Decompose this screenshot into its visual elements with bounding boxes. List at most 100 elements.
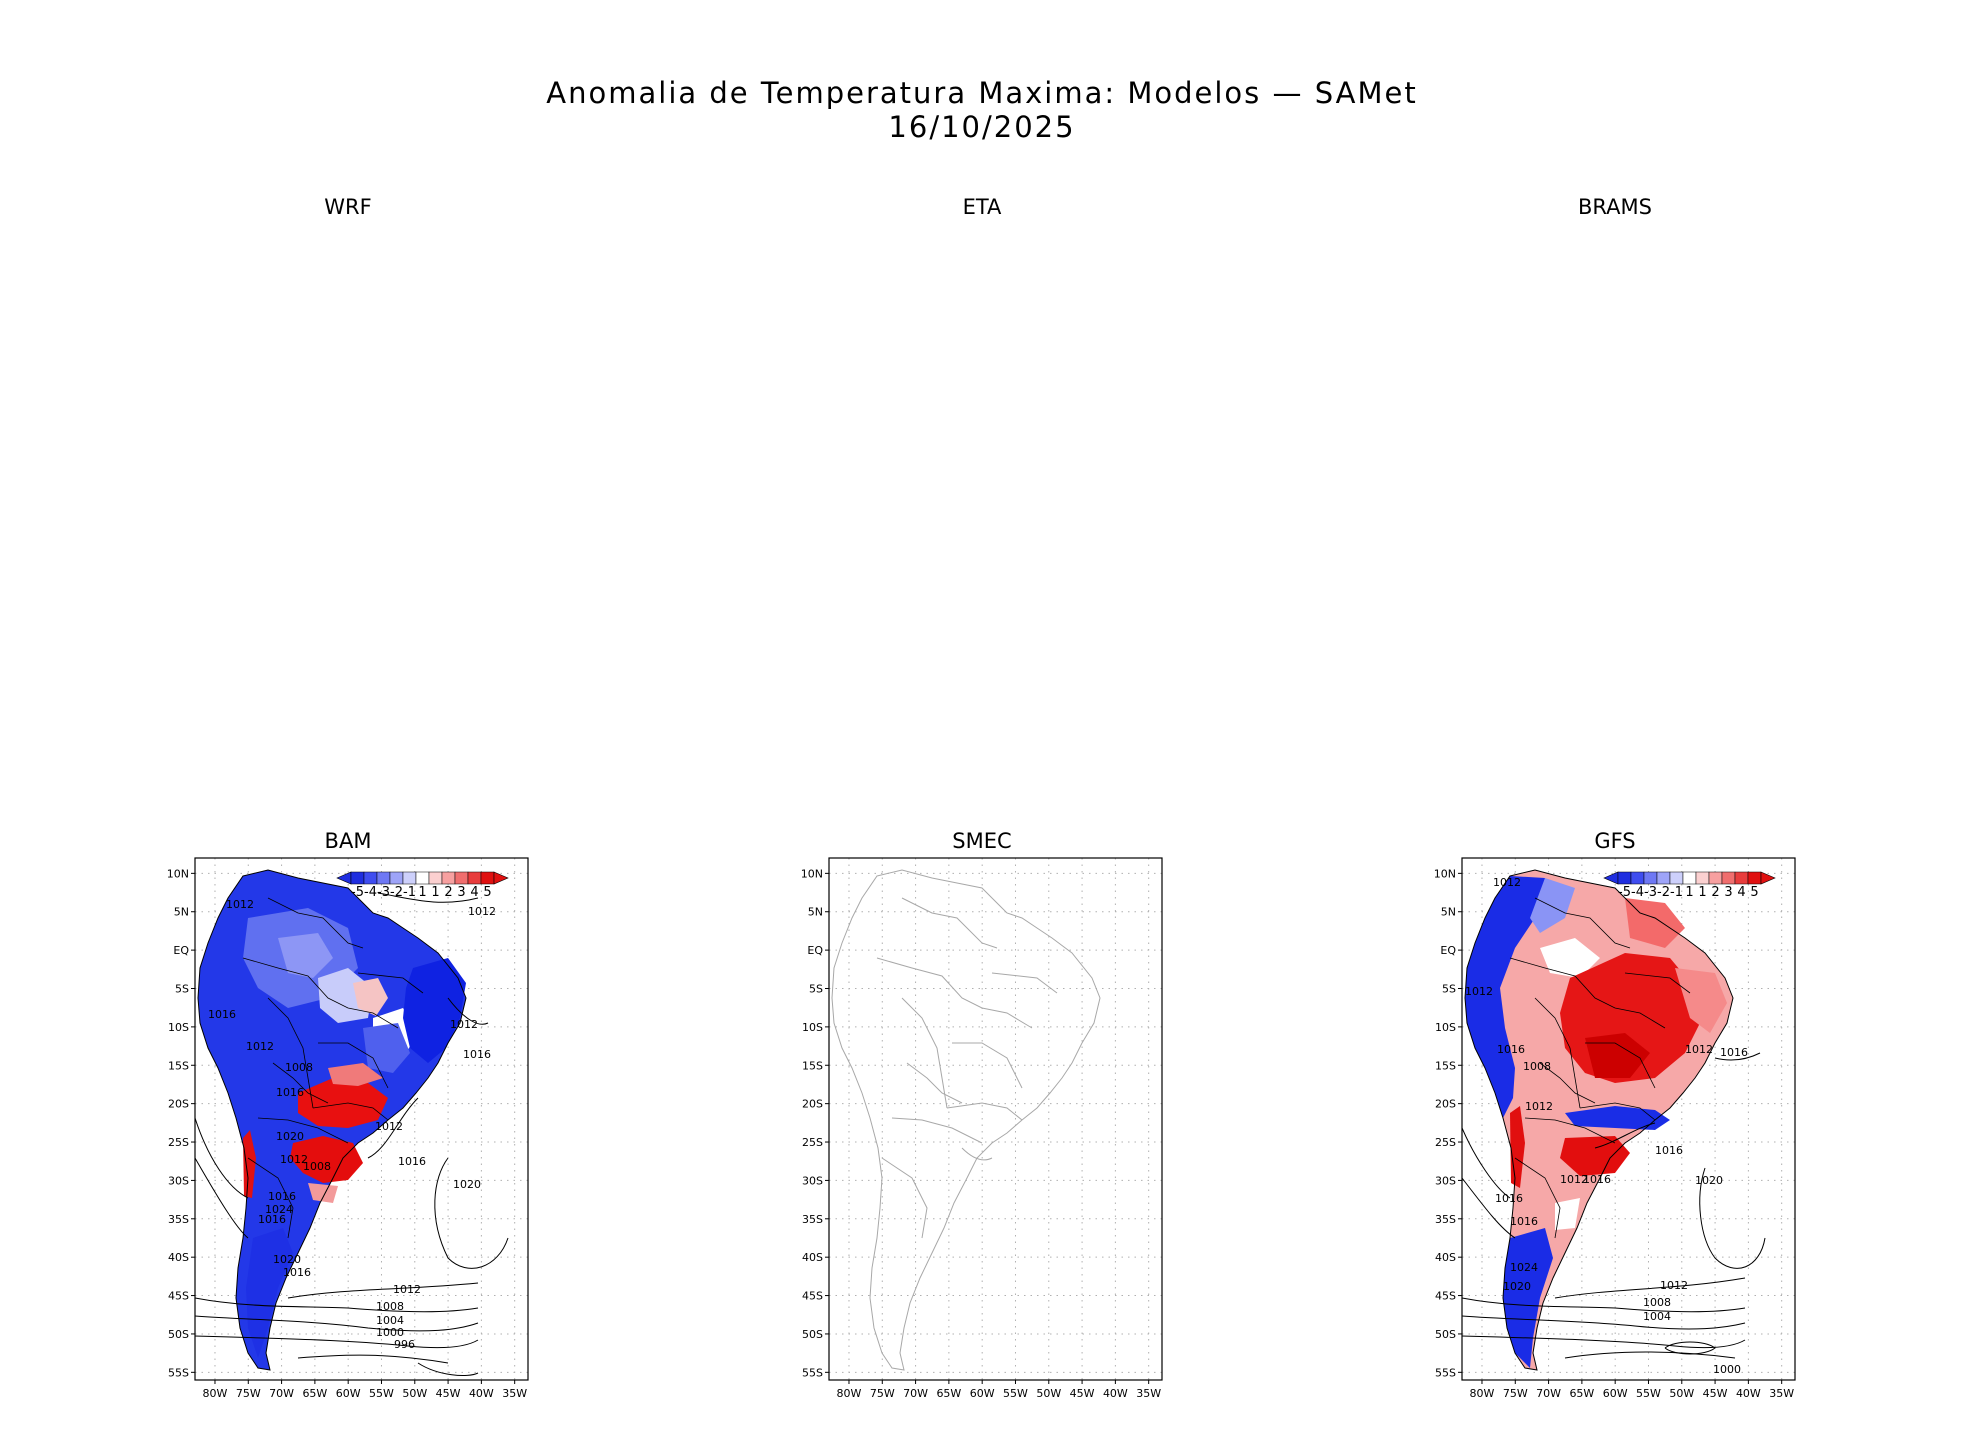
bam-map-panel: 1012 1012 1016 1012 1016 1012 1008 1016 … bbox=[148, 857, 529, 1403]
lat-tick-label: 20S bbox=[168, 1098, 189, 1111]
gfs-isobar-label: 1012 bbox=[1560, 1173, 1588, 1186]
lon-tick-label: 45W bbox=[436, 1387, 461, 1400]
gfs-isobar-label: 1012 bbox=[1465, 985, 1493, 998]
lat-tick-label: 10N bbox=[167, 867, 189, 880]
lat-tick-label: 40S bbox=[168, 1251, 189, 1264]
colorbar-swatch bbox=[1669, 871, 1684, 885]
smec-label: SMEC bbox=[952, 829, 1012, 853]
lon-tick-label: 50W bbox=[1669, 1387, 1694, 1400]
lat-tick-label: EQ bbox=[1440, 944, 1456, 957]
colorbar-label: 5 bbox=[1750, 885, 1758, 900]
lat-tick-label: 45S bbox=[802, 1290, 823, 1303]
lat-tick-label: 20S bbox=[802, 1098, 823, 1111]
bam-isobar-label: 1012 bbox=[246, 1040, 274, 1053]
colorbar-swatch bbox=[1695, 871, 1710, 885]
colorbar-swatch bbox=[1682, 871, 1697, 885]
eta-label: ETA bbox=[962, 195, 1002, 219]
lat-tick-label: 5S bbox=[175, 983, 189, 996]
colorbar-swatch bbox=[402, 871, 417, 885]
lat-tick-label: 25S bbox=[1435, 1136, 1456, 1149]
lon-tick-label: 60W bbox=[970, 1387, 995, 1400]
bam-isobar-label: 1016 bbox=[258, 1213, 286, 1226]
lat-tick-label: EQ bbox=[173, 944, 189, 957]
colorbar-label: -2 bbox=[1657, 885, 1670, 900]
colorbar-label: -5 bbox=[1618, 885, 1631, 900]
wrf-label: WRF bbox=[324, 195, 372, 219]
lon-tick-label: 65W bbox=[302, 1387, 327, 1400]
lat-tick-label: 20S bbox=[1435, 1098, 1456, 1111]
lon-tick-label: 40W bbox=[1736, 1387, 1761, 1400]
colorbar-label: 3 bbox=[457, 885, 465, 900]
gfs-lat-axis: 10N 5N EQ 5S 10S 15S 20S 25S 30S 35S 40S 45S 50S 55S bbox=[1434, 867, 1462, 1379]
lat-tick-label: 35S bbox=[1435, 1213, 1456, 1226]
lon-tick-label: 50W bbox=[402, 1387, 427, 1400]
lon-tick-label: 40W bbox=[1103, 1387, 1128, 1400]
bam-isobar-label: 1016 bbox=[268, 1190, 296, 1203]
colorbar-swatch bbox=[1708, 871, 1723, 885]
colorbar-label: -4 bbox=[364, 885, 377, 900]
colorbar-label: 2 bbox=[444, 885, 452, 900]
colorbar-swatch bbox=[415, 871, 430, 885]
lon-tick-label: 55W bbox=[369, 1387, 394, 1400]
gfs-isobar-label: 1000 bbox=[1713, 1363, 1741, 1376]
gfs-isobar-label: 1024 bbox=[1510, 1261, 1538, 1274]
lon-tick-label: 80W bbox=[203, 1387, 228, 1400]
figure-date: 16/10/2025 bbox=[888, 110, 1076, 144]
gfs-isobar-label: 1012 bbox=[1685, 1043, 1713, 1056]
colorbar-label: 1 bbox=[1685, 885, 1693, 900]
gfs-isobar-label: 1012 bbox=[1525, 1100, 1553, 1113]
lat-tick-label: 30S bbox=[168, 1174, 189, 1187]
bam-isobar-label: 1000 bbox=[376, 1326, 404, 1339]
colorbar-swatch bbox=[376, 871, 391, 885]
colorbar-label: -1 bbox=[1670, 885, 1683, 900]
lon-tick-label: 55W bbox=[1003, 1387, 1028, 1400]
bam-isobar-label: 1024 bbox=[265, 1203, 293, 1216]
lat-tick-label: 25S bbox=[168, 1136, 189, 1149]
bam-isobar-label: 996 bbox=[394, 1338, 415, 1351]
lon-tick-label: 35W bbox=[502, 1387, 527, 1400]
gfs-isobar-label: 1016 bbox=[1495, 1192, 1523, 1205]
lon-tick-label: 45W bbox=[1070, 1387, 1095, 1400]
bam-isobar-label: 1016 bbox=[208, 1008, 236, 1021]
colorbar-swatch bbox=[467, 871, 482, 885]
lat-tick-label: 55S bbox=[802, 1366, 823, 1379]
lon-tick-label: 35W bbox=[1136, 1387, 1161, 1400]
bam-colorbar: -5 -4 -3 -2 -1 1 1 2 3 4 5 bbox=[336, 871, 509, 900]
colorbar-swatch bbox=[363, 871, 378, 885]
lon-tick-label: 75W bbox=[236, 1387, 261, 1400]
bam-isobar-label: 1016 bbox=[276, 1086, 304, 1099]
colorbar-label: -1 bbox=[403, 885, 416, 900]
lon-tick-label: 75W bbox=[1503, 1387, 1528, 1400]
lat-tick-label: 45S bbox=[1435, 1290, 1456, 1303]
lat-tick-label: 15S bbox=[802, 1059, 823, 1072]
lon-tick-label: 55W bbox=[1636, 1387, 1661, 1400]
bam-isobar-label: 1012 bbox=[375, 1120, 403, 1133]
bam-map: 1012 1012 1016 1012 1016 1012 1008 1016 … bbox=[167, 857, 529, 1400]
gfs-isobar-label: 1012 bbox=[1660, 1279, 1688, 1292]
gfs-isobar-label: 1004 bbox=[1643, 1310, 1671, 1323]
colorbar-right-arrow bbox=[1760, 871, 1776, 885]
lat-tick-label: 5S bbox=[809, 983, 823, 996]
lat-tick-label: 10S bbox=[168, 1021, 189, 1034]
lon-tick-label: 80W bbox=[1470, 1387, 1495, 1400]
lon-tick-label: 60W bbox=[336, 1387, 361, 1400]
colorbar-label: 2 bbox=[1711, 885, 1719, 900]
lat-tick-label: EQ bbox=[807, 944, 823, 957]
lat-tick-label: 55S bbox=[168, 1366, 189, 1379]
lon-tick-label: 45W bbox=[1703, 1387, 1728, 1400]
smec-map-panel: 10N 5N EQ 5S 10S 15S 20S 25S 30S 35S 40S 45S 50S 55S … bbox=[782, 857, 1163, 1403]
gfs-isobar-label: 1016 bbox=[1655, 1144, 1683, 1157]
gfs-map: 1012 1012 1016 1016 1012 1008 1012 1016 … bbox=[1434, 857, 1796, 1400]
bam-isobar-label: 1012 bbox=[226, 898, 254, 911]
lat-tick-label: 50S bbox=[168, 1328, 189, 1341]
colorbar-swatch bbox=[1656, 871, 1671, 885]
lat-tick-label: 30S bbox=[802, 1174, 823, 1187]
lat-tick-label: 35S bbox=[802, 1213, 823, 1226]
colorbar-label: -4 bbox=[1631, 885, 1644, 900]
lon-tick-label: 70W bbox=[269, 1387, 294, 1400]
gfs-map-panel: 1012 1012 1016 1016 1012 1008 1012 1016 … bbox=[1415, 857, 1796, 1403]
lat-tick-label: 5N bbox=[1441, 906, 1456, 919]
lat-tick-label: 5S bbox=[1442, 983, 1456, 996]
lat-tick-label: 40S bbox=[802, 1251, 823, 1264]
lat-tick-label: 10N bbox=[801, 867, 823, 880]
